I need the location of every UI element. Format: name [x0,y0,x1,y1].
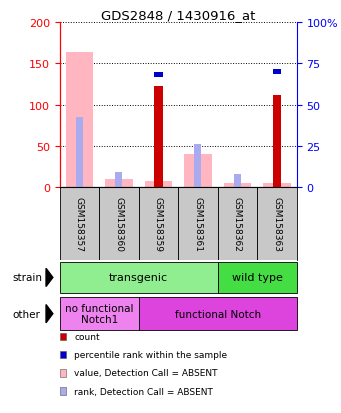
Bar [60,297,139,330]
Text: percentile rank within the sample: percentile rank within the sample [74,350,227,359]
Text: functional Notch: functional Notch [175,309,261,319]
Text: GSM158359: GSM158359 [154,197,163,252]
Bar [76,118,83,188]
Bar [234,175,241,188]
Bar [194,145,202,188]
Title: GDS2848 / 1430916_at: GDS2848 / 1430916_at [101,9,255,21]
Text: GSM158363: GSM158363 [272,197,281,252]
Text: value, Detection Call = ABSENT: value, Detection Call = ABSENT [74,368,218,377]
Text: other: other [12,309,40,319]
Text: count: count [74,332,100,341]
Bar [154,73,163,78]
Text: strain: strain [12,273,42,283]
Bar [184,155,212,188]
Bar [115,173,122,188]
Bar [105,180,133,188]
Text: wild type: wild type [232,273,283,283]
Bar [154,87,163,188]
Bar [272,70,281,75]
Text: GSM158360: GSM158360 [115,197,123,252]
Bar [257,188,297,260]
Text: transgenic: transgenic [109,273,168,283]
Bar [218,188,257,260]
Text: GSM158357: GSM158357 [75,197,84,252]
Bar [145,181,172,188]
Text: GSM158362: GSM158362 [233,197,242,252]
Bar [65,53,93,188]
Text: no functional
Notch1: no functional Notch1 [65,303,133,325]
Bar [60,262,218,294]
Bar [139,297,297,330]
Bar [224,184,251,188]
Bar [99,188,139,260]
Bar [139,188,178,260]
Bar [178,188,218,260]
Text: rank, Detection Call = ABSENT: rank, Detection Call = ABSENT [74,387,213,396]
Text: GSM158361: GSM158361 [193,197,203,252]
Bar [60,188,99,260]
Bar [272,95,281,188]
Bar [218,262,297,294]
Bar [263,184,291,188]
